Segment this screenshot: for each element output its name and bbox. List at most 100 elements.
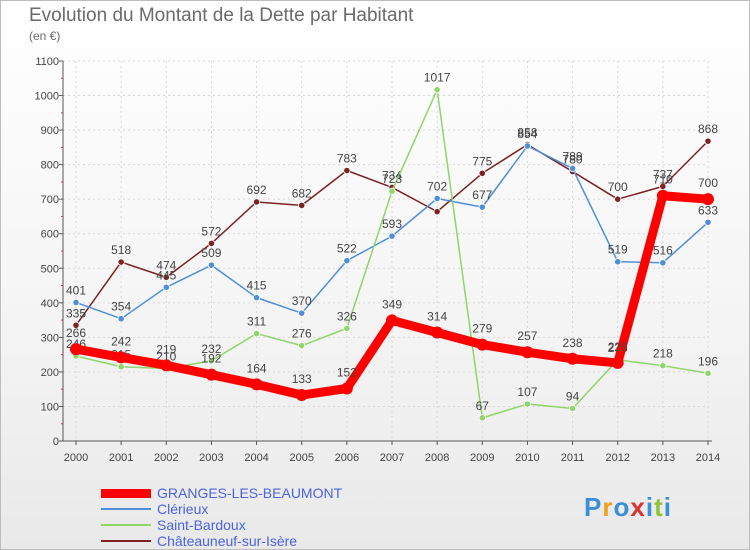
logo-letter: t xyxy=(654,492,664,522)
x-tick-label: 2008 xyxy=(425,452,449,464)
x-tick-label: 2014 xyxy=(696,452,720,464)
data-label: 266 xyxy=(66,326,86,340)
data-point xyxy=(252,294,261,302)
logo-letter: i xyxy=(645,492,655,522)
chart-title: Evolution du Montant de la Dette par Hab… xyxy=(29,5,414,26)
data-label: 311 xyxy=(247,315,266,329)
data-point xyxy=(704,369,712,377)
y-tick-label: 900 xyxy=(41,125,59,137)
logo-letter: r xyxy=(602,492,614,522)
y-tick-label: 700 xyxy=(41,194,59,206)
data-label: 242 xyxy=(111,334,131,348)
data-label: 226 xyxy=(608,340,628,354)
data-label: 1017 xyxy=(424,71,451,85)
data-label: 509 xyxy=(201,246,221,260)
legend-label: Clérieux xyxy=(157,501,209,517)
data-label: 326 xyxy=(337,309,357,323)
data-point xyxy=(207,357,216,365)
data-point xyxy=(295,389,308,402)
data-point xyxy=(611,356,624,369)
data-point xyxy=(72,321,80,329)
data-point xyxy=(160,359,173,372)
data-point xyxy=(431,326,444,339)
data-point xyxy=(343,166,351,175)
legend-swatch xyxy=(101,540,151,542)
data-label: 445 xyxy=(156,268,176,282)
data-label: 710 xyxy=(653,173,673,187)
y-tick-label: 0 xyxy=(53,436,59,448)
data-point xyxy=(252,329,261,338)
data-point xyxy=(659,362,667,370)
data-label: 276 xyxy=(292,327,312,341)
data-point xyxy=(523,142,532,150)
data-point xyxy=(250,378,263,391)
data-label: 232 xyxy=(201,342,221,356)
x-tick-label: 2007 xyxy=(380,452,404,464)
data-label: 702 xyxy=(427,179,447,193)
y-tick-label: 500 xyxy=(41,263,59,275)
data-label: 354 xyxy=(111,300,131,314)
data-label: 737 xyxy=(653,167,673,181)
data-point xyxy=(252,198,261,206)
data-point xyxy=(117,315,125,323)
logo-letter: o xyxy=(613,492,631,522)
data-point xyxy=(614,195,622,203)
data-point xyxy=(433,194,441,203)
data-label: 723 xyxy=(382,172,402,186)
data-label: 218 xyxy=(653,347,673,361)
y-tick-label: 800 xyxy=(41,160,59,172)
data-point xyxy=(343,324,351,332)
data-point xyxy=(614,258,622,266)
logo-letter: i xyxy=(663,492,672,522)
data-point xyxy=(566,352,579,365)
data-label: 238 xyxy=(563,336,583,350)
data-label: 192 xyxy=(201,352,221,366)
x-tick-label: 2005 xyxy=(289,452,313,464)
data-point xyxy=(298,201,306,209)
data-point xyxy=(207,239,216,247)
data-point xyxy=(70,343,82,356)
x-tick-label: 2000 xyxy=(64,452,88,464)
data-label: 854 xyxy=(517,127,537,141)
data-point xyxy=(478,203,486,211)
data-point xyxy=(72,298,80,307)
data-point xyxy=(704,218,712,226)
legend-swatch xyxy=(101,524,151,526)
data-label: 868 xyxy=(698,122,718,136)
x-tick-label: 2013 xyxy=(651,452,675,464)
proxiti-logo: Proxiti xyxy=(584,492,672,523)
data-point xyxy=(386,314,398,327)
y-tick-label: 400 xyxy=(41,298,59,310)
data-label: 94 xyxy=(566,390,580,404)
data-point xyxy=(115,351,128,364)
data-point xyxy=(659,182,667,190)
data-label: 633 xyxy=(698,203,718,217)
data-label: 349 xyxy=(382,297,402,311)
data-label: 219 xyxy=(156,342,176,356)
data-point xyxy=(521,346,534,359)
data-label: 415 xyxy=(247,279,267,293)
data-point xyxy=(568,164,577,173)
data-point xyxy=(343,257,351,265)
data-label: 279 xyxy=(472,322,492,336)
x-tick-label: 2009 xyxy=(470,452,494,464)
x-tick-label: 2001 xyxy=(109,452,133,464)
data-label: 518 xyxy=(111,243,131,257)
logo-letter: P xyxy=(584,492,603,522)
data-label: 677 xyxy=(472,188,492,202)
logo-letter: x xyxy=(630,492,646,522)
data-label: 67 xyxy=(476,399,490,413)
x-tick-label: 2006 xyxy=(335,452,359,464)
y-tick-label: 600 xyxy=(41,229,59,241)
data-label: 474 xyxy=(156,258,176,272)
data-label: 692 xyxy=(247,183,267,197)
data-point xyxy=(433,86,441,94)
data-label: 401 xyxy=(66,283,86,297)
data-label: 196 xyxy=(698,354,718,368)
data-point xyxy=(476,338,489,351)
data-label: 572 xyxy=(201,224,221,238)
data-point xyxy=(388,232,396,240)
data-point xyxy=(478,169,486,177)
